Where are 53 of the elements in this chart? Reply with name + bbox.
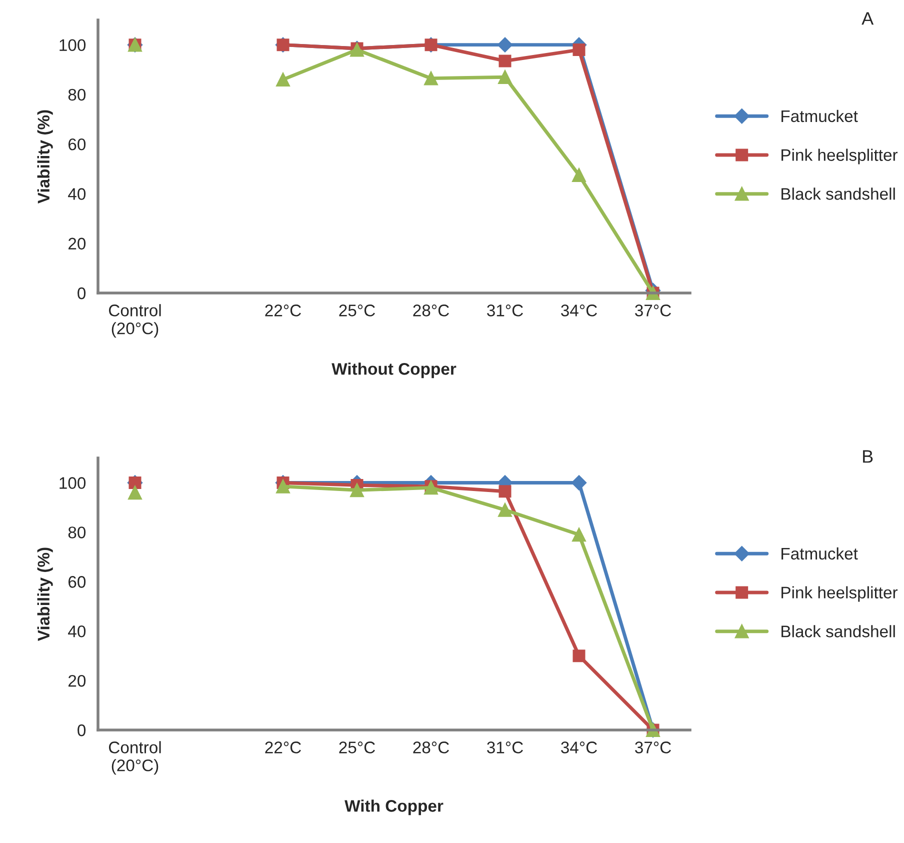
legend-label: Fatmucket (782, 110, 858, 122)
point (497, 37, 513, 52)
point (498, 70, 512, 84)
x-tick-label: Control (20°C) (108, 304, 161, 338)
x-tick-label: 28°C (413, 304, 449, 316)
x-tick-label: 37°C (635, 742, 671, 754)
point (572, 44, 586, 56)
point (572, 650, 586, 662)
y-tick-label: 40 (68, 625, 86, 638)
text: A (862, 12, 874, 25)
point (424, 71, 438, 86)
point (498, 485, 512, 498)
x-tick-label: 22°C (265, 304, 301, 316)
x-tick-label: 25°C (339, 304, 375, 316)
x-axis-title: With Copper (344, 800, 444, 816)
y-tick-label: 80 (68, 526, 86, 538)
x-tick-label: 22°C (265, 742, 301, 754)
point (276, 72, 290, 87)
x-tick-label: 31°C (487, 304, 523, 316)
x-tick-label: 31°C (487, 742, 523, 754)
legend-label: Black sandshell (782, 625, 895, 638)
y-axis-title: Viability (%) (37, 110, 53, 204)
legend-label: Pink heelsplitter (782, 586, 898, 602)
point (276, 479, 290, 494)
y-axis-title: Viability (%) (37, 548, 53, 641)
point (572, 528, 586, 542)
y-tick-label: 0 (78, 724, 86, 736)
y-tick-label: 0 (78, 287, 86, 300)
point (498, 54, 512, 68)
y-tick-label: 60 (68, 576, 86, 588)
x-tick-label: 28°C (413, 742, 449, 754)
x-tick-label: 34°C (561, 742, 597, 754)
x-tick-label: 37°C (635, 304, 671, 316)
y-tick-label: 100 (60, 39, 86, 52)
x-tick-label: Control (20°C) (108, 741, 161, 775)
x-axis-title: Without Copper (332, 362, 456, 378)
point (571, 475, 587, 490)
point (498, 502, 512, 517)
y-tick-label: 20 (68, 674, 86, 687)
y-tick-label: 60 (68, 138, 86, 150)
x-tick-label: 34°C (561, 304, 597, 316)
point (350, 483, 364, 498)
y-tick-label: 80 (68, 88, 86, 101)
y-tick-label: 100 (60, 477, 86, 489)
point (128, 486, 142, 500)
y-tick-label: 20 (68, 238, 86, 250)
legend-label: Black sandshell (782, 188, 895, 200)
legend-label: Pink heelsplitter (782, 148, 898, 164)
point (572, 168, 586, 182)
legend-label: Fatmucket (782, 547, 858, 560)
y-tick-label: 40 (68, 188, 86, 200)
x-tick-label: 25°C (339, 742, 375, 754)
text: B (863, 450, 873, 463)
